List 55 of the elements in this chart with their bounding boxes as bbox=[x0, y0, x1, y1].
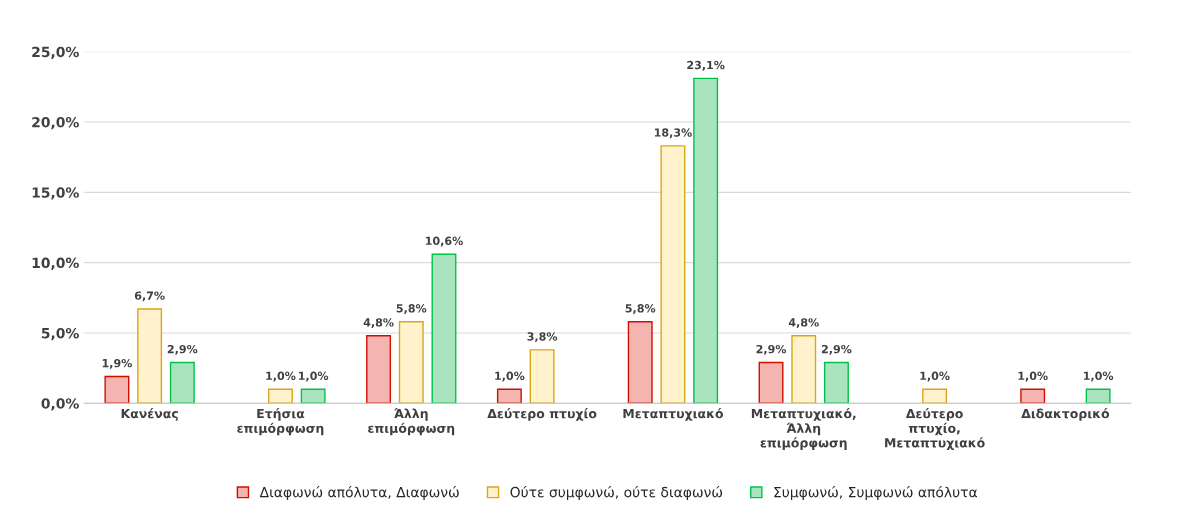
legend-label: Ούτε συμφωνώ, ούτε διαφωνώ bbox=[510, 486, 723, 501]
x-tick-label: Δεύτερο πτυχίο bbox=[487, 408, 597, 421]
y-tick-label: 10,0% bbox=[32, 257, 79, 270]
x-tick-label: Μεταπτυχιακό, Άλλη επιμόρφωση bbox=[751, 408, 856, 450]
bar bbox=[398, 321, 424, 404]
bar bbox=[1020, 388, 1046, 404]
data-label: 1,0% bbox=[299, 371, 329, 382]
data-label: 23,1% bbox=[687, 60, 725, 71]
data-label: 2,9% bbox=[167, 344, 198, 355]
bar bbox=[693, 77, 719, 404]
data-label: 1,0% bbox=[1083, 371, 1114, 382]
y-tick-label: 20,0% bbox=[32, 116, 79, 130]
bar bbox=[104, 375, 130, 404]
bar bbox=[529, 349, 555, 404]
data-label: 4,8% bbox=[363, 318, 394, 328]
x-tick-label: Δεύτερο πτυχίο, Μεταπτυχιακό bbox=[885, 408, 985, 450]
bar bbox=[823, 361, 849, 404]
data-label: 4,8% bbox=[788, 318, 819, 328]
x-tick-label: Κανένας bbox=[121, 408, 178, 421]
bar bbox=[627, 321, 653, 404]
y-tick-label: 0,0% bbox=[41, 398, 79, 411]
x-tick-label: Διδακτορικό bbox=[1021, 408, 1110, 421]
data-label: 5,8% bbox=[396, 304, 427, 314]
data-label: 6,7% bbox=[134, 291, 165, 302]
bar bbox=[431, 253, 457, 404]
x-tick-label: Ετήσια επιμόρφωση bbox=[237, 408, 324, 436]
legend-label: Συμφωνώ, Συμφωνώ απόλυτα bbox=[774, 486, 978, 501]
x-tick-label: Άλλη επιμόρφωση bbox=[368, 408, 455, 436]
bar bbox=[922, 388, 948, 404]
data-label: 2,9% bbox=[821, 344, 852, 355]
data-label: 2,9% bbox=[756, 344, 787, 355]
legend-label: Διαφωνώ απόλυτα, Διαφωνώ bbox=[259, 486, 459, 501]
bar bbox=[1085, 388, 1111, 404]
bar bbox=[366, 335, 392, 404]
data-label: 18,3% bbox=[654, 128, 692, 139]
data-label: 1,9% bbox=[102, 358, 132, 369]
data-label: 1,0% bbox=[495, 371, 525, 382]
bar bbox=[660, 145, 686, 404]
data-label: 10,6% bbox=[425, 236, 463, 247]
bar bbox=[137, 308, 163, 404]
data-label: 1,0% bbox=[920, 371, 950, 382]
bar bbox=[300, 388, 326, 404]
y-tick-label: 15,0% bbox=[32, 187, 79, 200]
data-label: 1,0% bbox=[1018, 371, 1048, 382]
y-tick-label: 25,0% bbox=[32, 46, 79, 59]
data-label: 1,0% bbox=[266, 371, 296, 382]
bar bbox=[169, 361, 195, 404]
bar bbox=[758, 361, 784, 404]
y-tick-label: 5,0% bbox=[41, 327, 79, 341]
data-label: 5,8% bbox=[625, 304, 656, 314]
data-label: 3,8% bbox=[527, 332, 558, 343]
bar bbox=[267, 388, 293, 404]
bar bbox=[496, 388, 522, 404]
bar bbox=[791, 335, 817, 404]
x-tick-label: Μεταπτυχιακό bbox=[623, 408, 724, 421]
